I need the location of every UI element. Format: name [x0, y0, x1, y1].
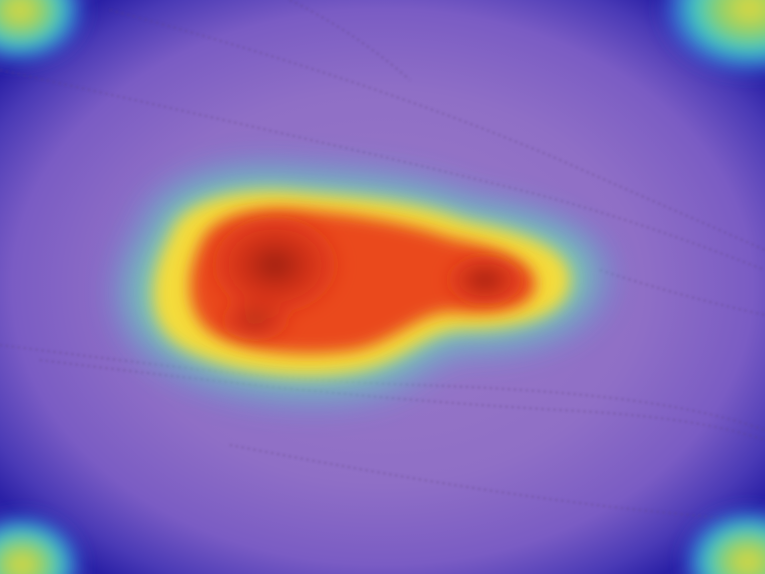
heat-peaks	[205, 210, 527, 345]
heat-edge-glow	[112, 159, 613, 409]
